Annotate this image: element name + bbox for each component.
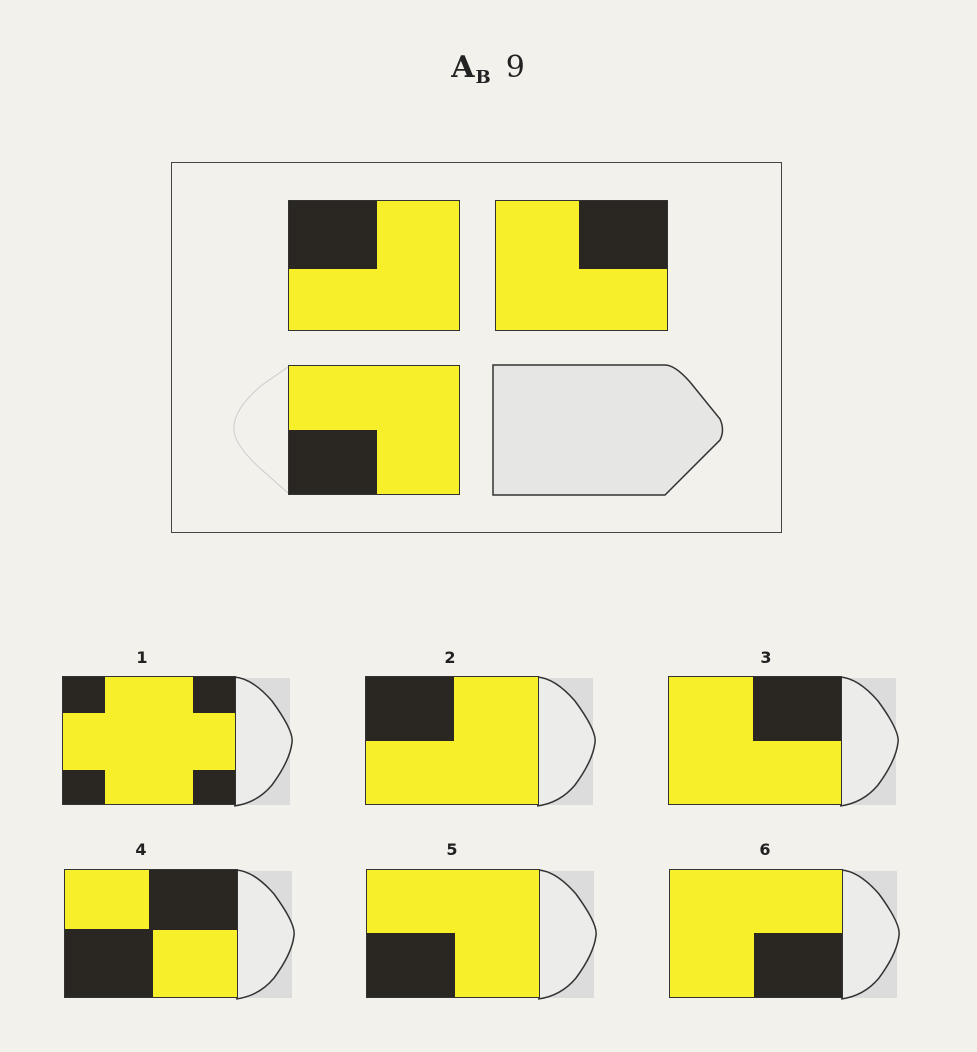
option-tab-6 bbox=[840, 869, 900, 1000]
title-number: 9 bbox=[505, 50, 526, 85]
option-tab-4 bbox=[235, 869, 295, 1000]
option-label-6: 6 bbox=[759, 840, 771, 859]
black-square bbox=[753, 677, 841, 741]
title-subscript: B bbox=[475, 67, 492, 88]
option-tab-2 bbox=[536, 676, 596, 807]
page-title: AB 9 bbox=[0, 50, 977, 88]
matrix-cell-1 bbox=[288, 200, 460, 331]
problem-matrix bbox=[171, 162, 782, 533]
option-1[interactable] bbox=[62, 676, 236, 805]
option-label-3: 3 bbox=[760, 648, 772, 667]
matrix-cell-2 bbox=[495, 200, 668, 331]
black-square bbox=[193, 770, 235, 804]
option-tab-3 bbox=[839, 676, 899, 807]
option-tab-5 bbox=[537, 869, 597, 1000]
option-4[interactable] bbox=[64, 869, 238, 998]
option-2[interactable] bbox=[365, 676, 539, 805]
option-label-4: 4 bbox=[135, 840, 147, 859]
black-square bbox=[754, 933, 842, 997]
black-square bbox=[63, 677, 105, 713]
black-square bbox=[149, 870, 237, 930]
black-square bbox=[579, 201, 667, 269]
faint-tab-outline bbox=[233, 366, 289, 494]
matrix-cell-3 bbox=[288, 365, 460, 495]
black-square bbox=[366, 677, 454, 741]
black-square bbox=[65, 929, 153, 997]
black-square bbox=[63, 770, 105, 804]
black-square bbox=[367, 933, 455, 997]
black-square bbox=[193, 677, 235, 713]
option-tab-1 bbox=[233, 676, 293, 807]
black-square bbox=[289, 430, 377, 494]
black-square bbox=[289, 201, 377, 269]
option-label-2: 2 bbox=[444, 648, 456, 667]
option-5[interactable] bbox=[366, 869, 540, 998]
option-label-5: 5 bbox=[446, 840, 458, 859]
option-3[interactable] bbox=[668, 676, 842, 805]
option-label-1: 1 bbox=[136, 648, 148, 667]
title-letter: A bbox=[451, 50, 476, 85]
missing-cell bbox=[492, 364, 724, 496]
option-6[interactable] bbox=[669, 869, 843, 998]
